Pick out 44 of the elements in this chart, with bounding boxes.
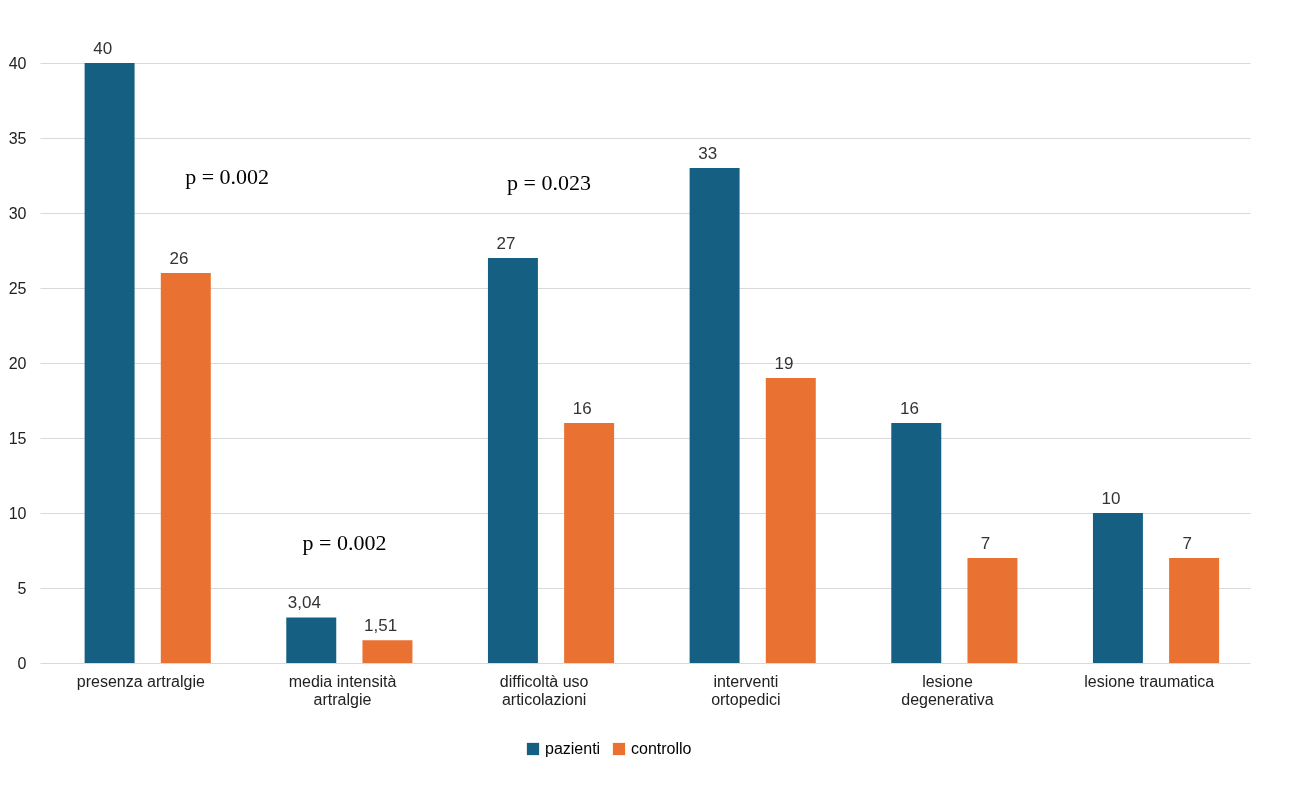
y-tick-label: 20 bbox=[8, 354, 27, 372]
bar bbox=[487, 258, 538, 663]
x-tick-label: interventi ortopedici bbox=[711, 672, 781, 708]
annotation: p = 0.002 bbox=[302, 530, 387, 555]
bar bbox=[84, 63, 135, 663]
legend-label: pazienti bbox=[545, 740, 601, 757]
bar bbox=[362, 640, 413, 663]
data-label: 27 bbox=[496, 234, 516, 253]
y-tick-label: 10 bbox=[8, 504, 27, 522]
data-label: 16 bbox=[899, 399, 919, 418]
data-label: 40 bbox=[93, 39, 113, 58]
x-tick-label: lesione traumatica bbox=[1084, 672, 1215, 690]
bar bbox=[1169, 558, 1220, 663]
bar bbox=[286, 617, 337, 663]
data-label: 1,51 bbox=[364, 616, 398, 636]
data-label: 3,04 bbox=[287, 593, 321, 613]
bar bbox=[160, 273, 211, 663]
y-tick-label: 40 bbox=[8, 54, 27, 72]
y-tick-label: 35 bbox=[8, 129, 27, 147]
y-tick-label: 5 bbox=[17, 579, 27, 597]
x-tick-label: presenza artralgie bbox=[76, 672, 205, 690]
data-label: 7 bbox=[1182, 534, 1192, 553]
x-tick-label: lesione degenerativa bbox=[901, 672, 994, 708]
bar bbox=[689, 168, 740, 663]
data-label: 7 bbox=[980, 534, 991, 553]
bar bbox=[967, 558, 1018, 663]
legend-label: controllo bbox=[631, 740, 692, 757]
y-tick-label: 25 bbox=[8, 279, 27, 297]
bar bbox=[765, 378, 816, 663]
y-tick-label: 30 bbox=[8, 204, 27, 222]
y-tick-label: 15 bbox=[8, 429, 27, 447]
annotation: p = 0.002 bbox=[185, 164, 270, 189]
bar bbox=[891, 423, 942, 663]
data-label: 10 bbox=[1101, 489, 1121, 508]
bar bbox=[1092, 513, 1143, 663]
bar bbox=[564, 423, 615, 663]
data-label: 26 bbox=[169, 249, 189, 268]
y-tick-label: 0 bbox=[17, 654, 27, 672]
data-label: 16 bbox=[572, 399, 592, 418]
data-label: 33 bbox=[698, 144, 718, 163]
x-tick-label: media intensità artralgie bbox=[288, 672, 397, 708]
x-tick-label: difficoltà uso articolazioni bbox=[499, 672, 589, 708]
annotation: p = 0.023 bbox=[507, 170, 591, 195]
data-label: 19 bbox=[774, 354, 794, 373]
